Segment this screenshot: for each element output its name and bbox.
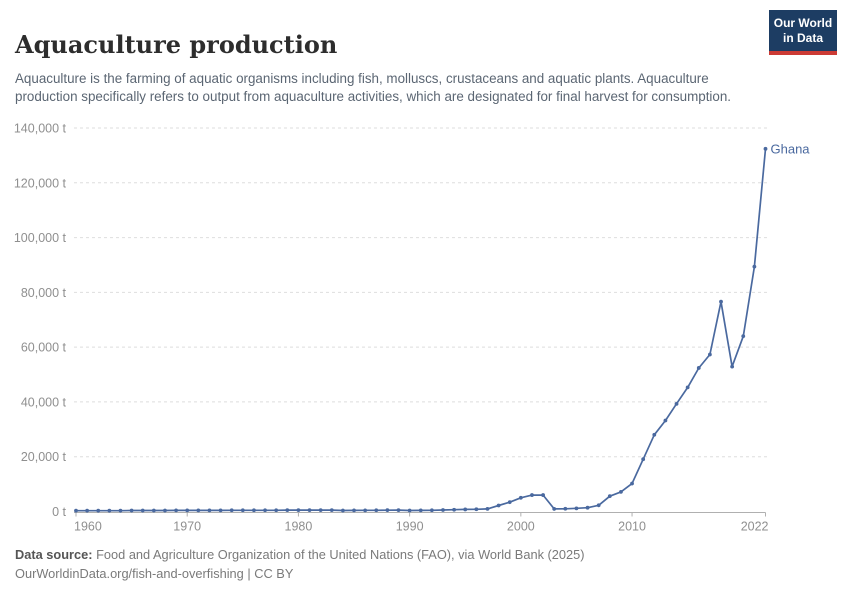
svg-text:1970: 1970 (173, 520, 201, 534)
svg-text:2000: 2000 (507, 520, 535, 534)
svg-text:1960: 1960 (74, 520, 102, 534)
svg-text:1990: 1990 (396, 520, 424, 534)
owid-url-link[interactable]: OurWorldinData.org/fish-and-overfishing (15, 566, 244, 581)
svg-text:100,000 t: 100,000 t (14, 231, 67, 245)
owid-logo[interactable]: Our World in Data (769, 10, 837, 55)
data-points[interactable] (74, 146, 768, 513)
license-label: CC BY (254, 566, 294, 581)
svg-text:40,000 t: 40,000 t (21, 395, 67, 409)
svg-text:2022: 2022 (741, 520, 769, 534)
data-source-text: Food and Agriculture Organization of the… (96, 547, 585, 562)
data-source-label: Data source: (15, 547, 93, 562)
entity-label[interactable]: Ghana (771, 141, 811, 156)
owid-logo-line1: Our World (773, 16, 833, 30)
y-gridlines (74, 127, 769, 458)
chart-footer: Data source: Food and Agriculture Organi… (15, 545, 835, 583)
chart-title: Aquaculture production (15, 30, 338, 60)
svg-text:60,000 t: 60,000 t (21, 341, 67, 355)
svg-text:120,000 t: 120,000 t (14, 176, 67, 190)
svg-text:2010: 2010 (618, 520, 646, 534)
x-axis: 1960 1970 1980 1990 2000 2010 2022 (74, 512, 769, 534)
svg-text:140,000 t: 140,000 t (14, 122, 67, 136)
svg-text:80,000 t: 80,000 t (21, 286, 67, 300)
footer-separator: | (247, 566, 251, 581)
svg-text:1980: 1980 (285, 520, 313, 534)
data-source-line: Data source: Food and Agriculture Organi… (15, 545, 835, 564)
svg-text:0 t: 0 t (52, 505, 66, 519)
owid-logo-line2: in Data (782, 31, 823, 45)
chart-subtitle: Aquaculture is the farming of aquatic or… (15, 71, 732, 105)
license-line: OurWorldinData.org/fish-and-overfishing … (15, 564, 835, 583)
y-axis-labels: 0 t 20,000 t 40,000 t 60,000 t 80,000 t 100,0… (14, 122, 67, 520)
svg-text:20,000 t: 20,000 t (21, 450, 67, 464)
